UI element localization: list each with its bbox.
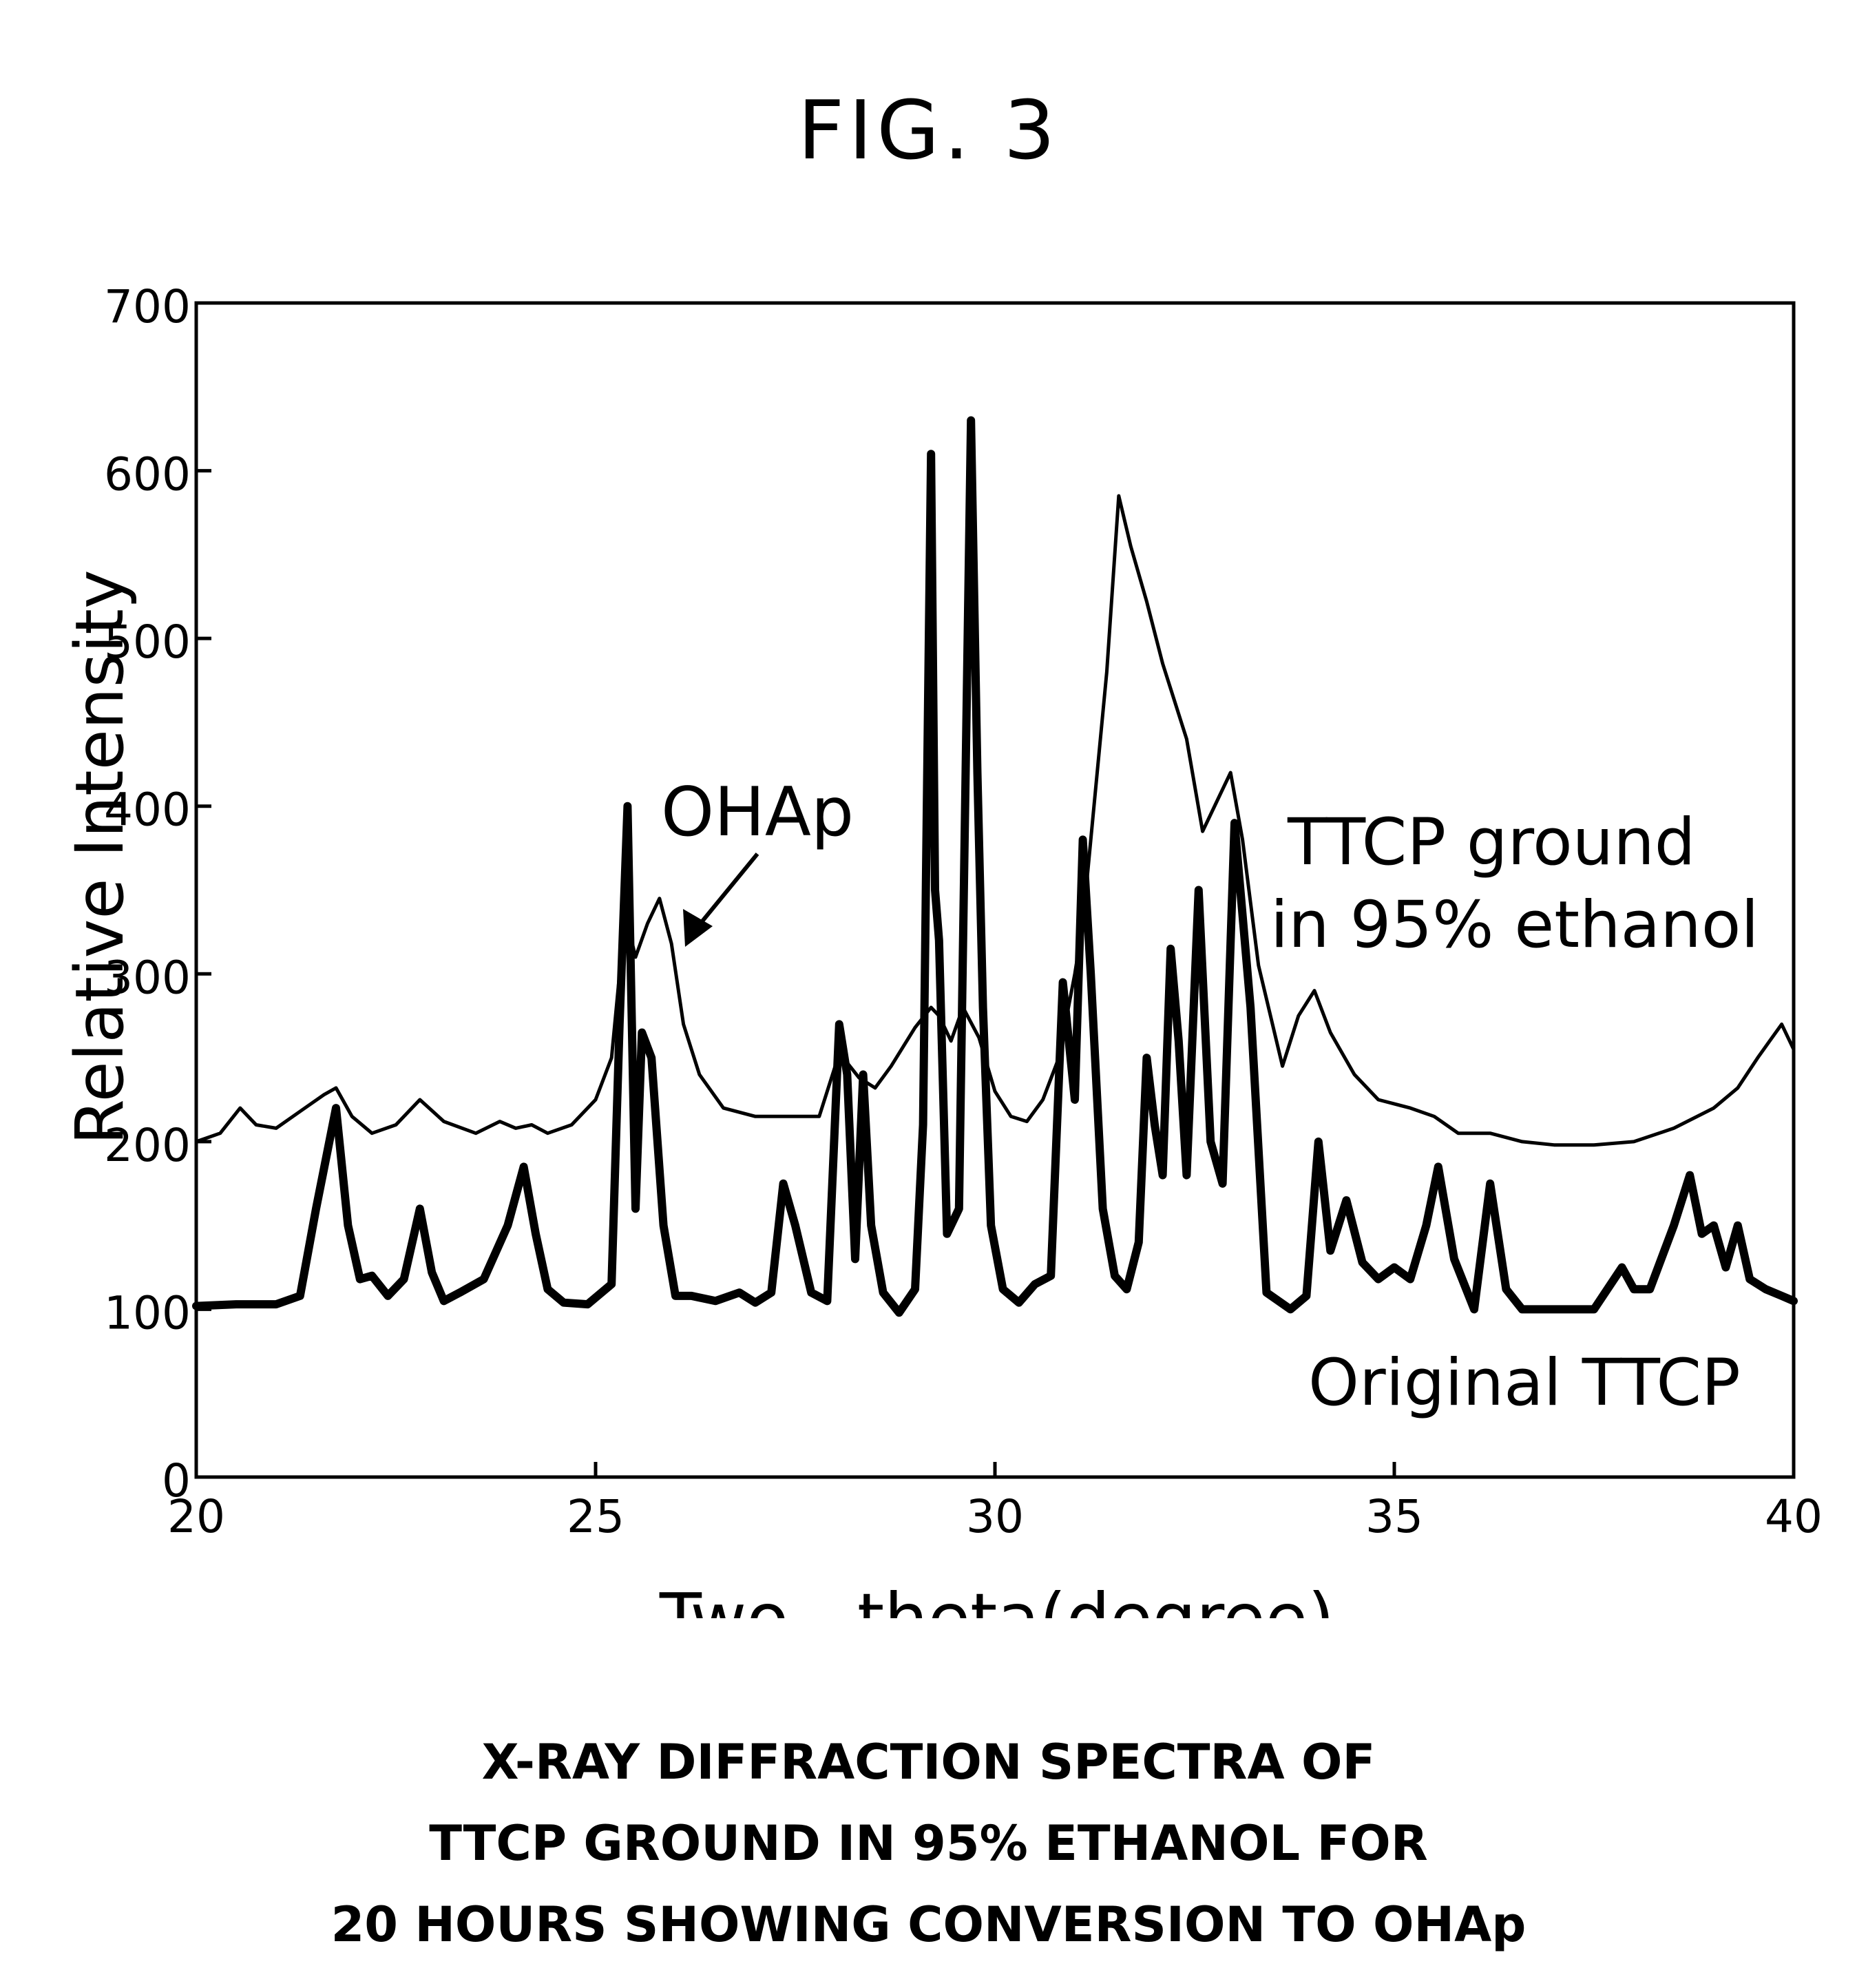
- annotation-ohap-arrow: [683, 854, 757, 947]
- y-axis-label: Relative Intensity: [61, 569, 138, 1145]
- x-tick-label: 30: [966, 1490, 1024, 1543]
- x-axis-label: Two - theta(degree): [659, 1578, 1334, 1618]
- annotation-ttcp-ground-line1: TTCP ground: [1287, 805, 1695, 880]
- x-axis-ticks: 20 25 30 35 40: [167, 1462, 1823, 1543]
- caption-line-1: X-RAY DIFFRACTION SPECTRA OF: [0, 1722, 1857, 1803]
- xrd-chart: 0100200300400500600700 2025303540 Relati…: [0, 0, 1857, 1618]
- caption-line-2: TTCP GROUND IN 95% ETHANOL FOR: [0, 1803, 1857, 1884]
- caption-line-3: 20 HOURS SHOWING CONVERSION TO OHAp: [0, 1884, 1857, 1965]
- annotation-ttcp-ground-line2: in 95% ethanol: [1270, 888, 1759, 963]
- x-tick-label: 40: [1765, 1490, 1823, 1543]
- y-tick-label: 700: [104, 280, 191, 333]
- x-tick-label: 35: [1365, 1490, 1423, 1543]
- annotation-original-ttcp: Original TTCP: [1308, 1346, 1741, 1421]
- x-tick-label: 20: [167, 1490, 225, 1543]
- x-tick-label: 25: [567, 1490, 625, 1543]
- annotation-ohap: OHAp: [661, 773, 854, 852]
- y-tick-label: 100: [104, 1286, 191, 1339]
- y-tick-label: 600: [104, 448, 191, 501]
- figure-caption: X-RAY DIFFRACTION SPECTRA OF TTCP GROUND…: [0, 1722, 1857, 1965]
